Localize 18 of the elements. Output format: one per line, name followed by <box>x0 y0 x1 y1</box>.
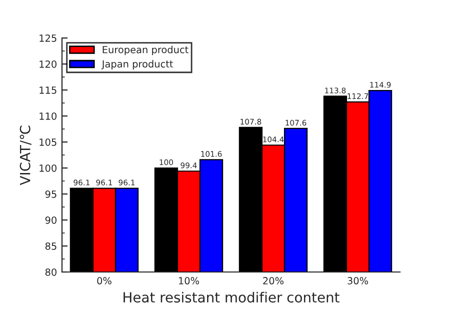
y-tick-label: 100 <box>40 164 56 172</box>
y-tick-label: 125 <box>40 34 56 42</box>
x-tick-label: 10% <box>179 277 200 284</box>
x-axis-title: Heat resistant modifier content <box>124 292 340 303</box>
legend-label: Japan productt <box>101 60 174 70</box>
y-tick-label: 80 <box>45 268 56 276</box>
y-tick-label: 85 <box>45 242 56 250</box>
y-axis-title: VICAT/℃ <box>20 126 32 186</box>
legend-label: European product <box>102 46 188 56</box>
y-tick-label: 110 <box>40 112 56 120</box>
x-tick-label: 0% <box>97 277 112 284</box>
x-tick-label: 20% <box>263 277 284 284</box>
y-tick-label: 120 <box>40 60 56 68</box>
y-tick-label: 90 <box>45 216 56 224</box>
y-tick-label: 115 <box>40 86 56 94</box>
y-tick-label: 95 <box>45 190 56 198</box>
x-tick-label: 30% <box>348 277 368 284</box>
y-tick-label: 105 <box>40 138 56 146</box>
